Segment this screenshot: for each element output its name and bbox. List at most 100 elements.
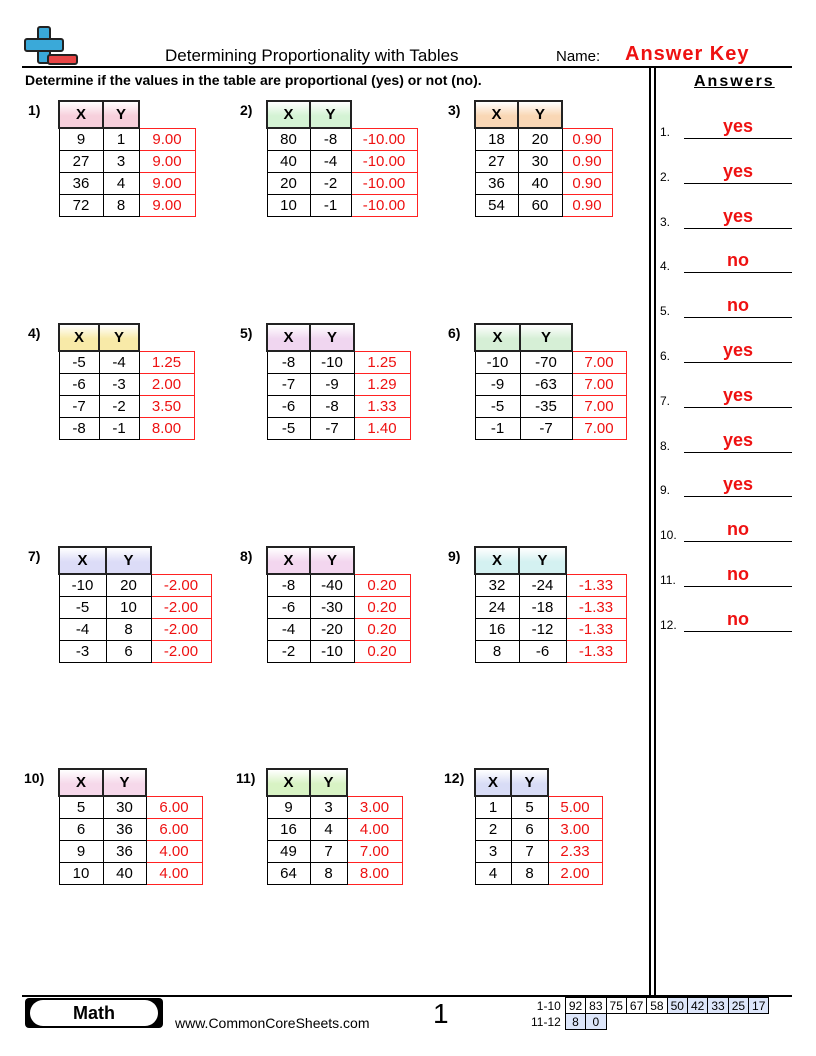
- x-value: 5: [58, 795, 104, 819]
- y-value: 40: [517, 172, 563, 195]
- table-row: 32 -24 -1.33: [474, 573, 627, 597]
- score-cell: 67: [625, 997, 648, 1014]
- y-value: -4: [98, 350, 140, 374]
- ratio-answer: 4.00: [346, 818, 403, 841]
- ratio-table: X Y 18 20 0.90 27 30 0.90 36 40 0.90 54 60 0.90: [474, 100, 613, 217]
- ratio-answer: 7.00: [571, 350, 627, 374]
- table-row: 64 8 8.00: [266, 862, 403, 885]
- y-value: -1: [309, 194, 352, 217]
- x-value: -6: [266, 395, 311, 418]
- ratio-answer: -2.00: [150, 573, 212, 597]
- column-header: X: [474, 768, 512, 797]
- y-value: 36: [102, 840, 147, 863]
- ratio-answer: 8.00: [346, 862, 403, 885]
- answer-value: no: [727, 295, 749, 316]
- blank-header: [548, 769, 602, 796]
- ratio-table: X Y -8 -10 1.25 -7 -9 1.29 -6 -8 1.33 -5 -7 1.40: [266, 323, 411, 440]
- x-value: 10: [58, 862, 104, 885]
- x-value: -5: [58, 350, 100, 374]
- problem-number: 11): [236, 770, 256, 786]
- table-row: 9 36 4.00: [58, 840, 203, 863]
- column-header: X: [58, 768, 104, 797]
- table-row: 16 4 4.00: [266, 818, 403, 841]
- column-header: Y: [309, 100, 352, 129]
- x-value: 49: [266, 840, 311, 863]
- y-value: 3: [309, 795, 348, 819]
- answer-number: 4.: [660, 259, 671, 274]
- table-row: 27 30 0.90: [474, 150, 613, 173]
- problem-number: 10): [24, 770, 45, 786]
- answer-line: [684, 451, 792, 453]
- table-row: -9 -63 7.00: [474, 373, 627, 396]
- answer-key-label: Answer Key: [625, 43, 750, 65]
- y-value: -2: [98, 395, 140, 418]
- problem-number: 7): [28, 548, 41, 564]
- answer-item: 5. no: [660, 288, 795, 319]
- x-value: -4: [58, 618, 107, 641]
- table-row: 40 -4 -10.00: [266, 150, 418, 173]
- x-value: -2: [266, 640, 311, 663]
- ratio-answer: 4.00: [145, 862, 203, 885]
- table-row: 9 1 9.00: [58, 127, 196, 151]
- column-header: Y: [102, 100, 140, 129]
- answer-number: 5.: [660, 304, 671, 319]
- answer-line: [684, 496, 792, 498]
- table-row: 18 20 0.90: [474, 127, 613, 151]
- blank-header: [354, 547, 410, 574]
- answer-line: [684, 182, 792, 184]
- x-value: 9: [58, 127, 104, 151]
- ratio-answer: -1.33: [565, 618, 627, 641]
- x-value: 36: [58, 172, 104, 195]
- ratio-answer: -10.00: [350, 172, 418, 195]
- table-row: 80 -8 -10.00: [266, 127, 418, 151]
- y-value: -24: [518, 573, 567, 597]
- y-value: -2: [309, 172, 352, 195]
- table-row: 6 36 6.00: [58, 818, 203, 841]
- worksheet-title: Determining Proportionality with Tables: [165, 46, 459, 65]
- ratio-answer: 5.00: [547, 795, 603, 819]
- column-header: X: [58, 100, 104, 129]
- y-value: 30: [517, 150, 563, 173]
- y-value: 5: [510, 795, 549, 819]
- table-row: 27 3 9.00: [58, 150, 196, 173]
- answer-line: [684, 272, 792, 274]
- ratio-answer: -1.33: [565, 596, 627, 619]
- column-header: Y: [309, 546, 355, 575]
- answer-value: yes: [722, 205, 754, 226]
- blank-header: [146, 769, 202, 796]
- table-row: 20 -2 -10.00: [266, 172, 418, 195]
- y-value: 4: [102, 172, 140, 195]
- problem-number: 2): [240, 102, 253, 118]
- answers-heading: Answers: [694, 73, 775, 90]
- y-value: -63: [519, 373, 573, 396]
- answer-panel-divider: [649, 68, 651, 996]
- score-cell: 8: [564, 1013, 587, 1030]
- x-value: 36: [474, 172, 519, 195]
- answer-value: yes: [722, 160, 754, 181]
- column-header: Y: [102, 768, 147, 797]
- ratio-answer: 1.25: [138, 350, 195, 374]
- ratio-answer: 0.90: [561, 150, 613, 173]
- y-value: -7: [309, 417, 355, 440]
- table-row: -5 10 -2.00: [58, 596, 212, 619]
- ratio-answer: 0.20: [353, 640, 411, 663]
- x-value: 1: [474, 795, 512, 819]
- score-range: 1-10: [536, 998, 561, 1013]
- blank-header: [354, 324, 410, 351]
- score-cell: 25: [727, 997, 750, 1014]
- blank-header: [151, 547, 211, 574]
- website-link[interactable]: www.CommonCoreSheets.com: [175, 1015, 370, 1031]
- ratio-answer: 1.29: [353, 373, 411, 396]
- answer-line: [684, 406, 792, 408]
- y-value: -4: [309, 150, 352, 173]
- ratio-answer: -2.00: [150, 596, 212, 619]
- table-row: -8 -40 0.20: [266, 573, 411, 597]
- ratio-answer: 0.90: [561, 194, 613, 217]
- answer-number: 1.: [660, 125, 671, 139]
- blank-header: [139, 324, 194, 351]
